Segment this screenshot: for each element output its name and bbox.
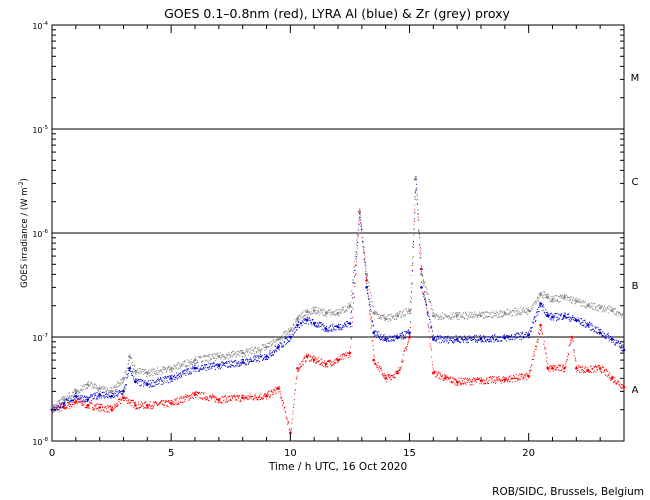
x-tick-label-2: 10 [284, 448, 297, 459]
data-point [110, 390, 113, 393]
data-point [348, 304, 352, 307]
series-trace [52, 179, 625, 412]
chart-title: GOES 0.1–0.8nm (red), LYRA Al (blue) & Z… [164, 6, 510, 21]
data-point [414, 177, 417, 181]
series-trace [52, 176, 625, 413]
data-point [241, 351, 244, 355]
flare-class-lines [52, 128, 624, 338]
data-point [134, 369, 137, 373]
y-tick-label-4: 10-4 [32, 21, 48, 31]
y-tick-label-1: 10-7 [32, 333, 48, 343]
data-point [551, 367, 554, 370]
data-series [50, 175, 626, 435]
data-point [265, 355, 268, 358]
data-point [289, 431, 292, 435]
x-axis-ticks: 0 5 10 15 20 [49, 25, 625, 459]
y-axis-label: GOES irradiance / (W m-2) [18, 178, 30, 288]
data-point [365, 279, 368, 282]
y-axis-label-main: GOES irradiance / (W m [20, 187, 30, 287]
data-point [50, 406, 54, 409]
data-point [358, 210, 361, 214]
x-tick-label-1: 5 [168, 448, 174, 459]
data-point [586, 323, 590, 327]
data-point [305, 355, 309, 358]
x-tick-label-3: 15 [403, 448, 416, 459]
y-tick-label-3: 10-5 [32, 125, 48, 135]
data-point [62, 402, 66, 405]
y-axis-label-sup: -2 [18, 181, 25, 187]
footer-credit: ROB/SIDC, Brussels, Belgium [492, 486, 644, 498]
series-0 [50, 175, 626, 435]
data-point [527, 333, 530, 337]
x-tick-label-0: 0 [49, 448, 55, 459]
data-point [241, 361, 244, 364]
data-point [74, 394, 78, 398]
y-axis-label-tail: ) [20, 178, 30, 181]
y-axis-ticks: 10-8 10-7 10-6 10-5 10-4 [32, 21, 624, 447]
series-2 [50, 177, 626, 412]
class-label-b: B [632, 281, 639, 292]
data-point [74, 400, 78, 403]
data-point [372, 358, 376, 362]
y-tick-label-0: 10-8 [32, 437, 48, 447]
x-tick-label-4: 20 [522, 448, 535, 459]
data-point [146, 404, 149, 407]
data-point [134, 404, 137, 407]
y-tick-label-2: 10-6 [32, 229, 48, 239]
class-label-c: C [632, 177, 639, 188]
data-point [296, 317, 299, 320]
data-point [365, 286, 368, 289]
flare-class-labels: A B C M [631, 73, 640, 396]
class-label-m: M [631, 73, 640, 84]
data-point [193, 358, 197, 362]
data-point [384, 338, 387, 341]
data-point [169, 377, 173, 380]
series-trace [52, 175, 625, 435]
data-point [563, 314, 566, 318]
data-point [455, 314, 459, 318]
data-point [432, 314, 435, 318]
class-label-a: A [632, 385, 639, 396]
x-axis-label: Time / h UTC, 16 Oct 2020 [268, 461, 407, 473]
